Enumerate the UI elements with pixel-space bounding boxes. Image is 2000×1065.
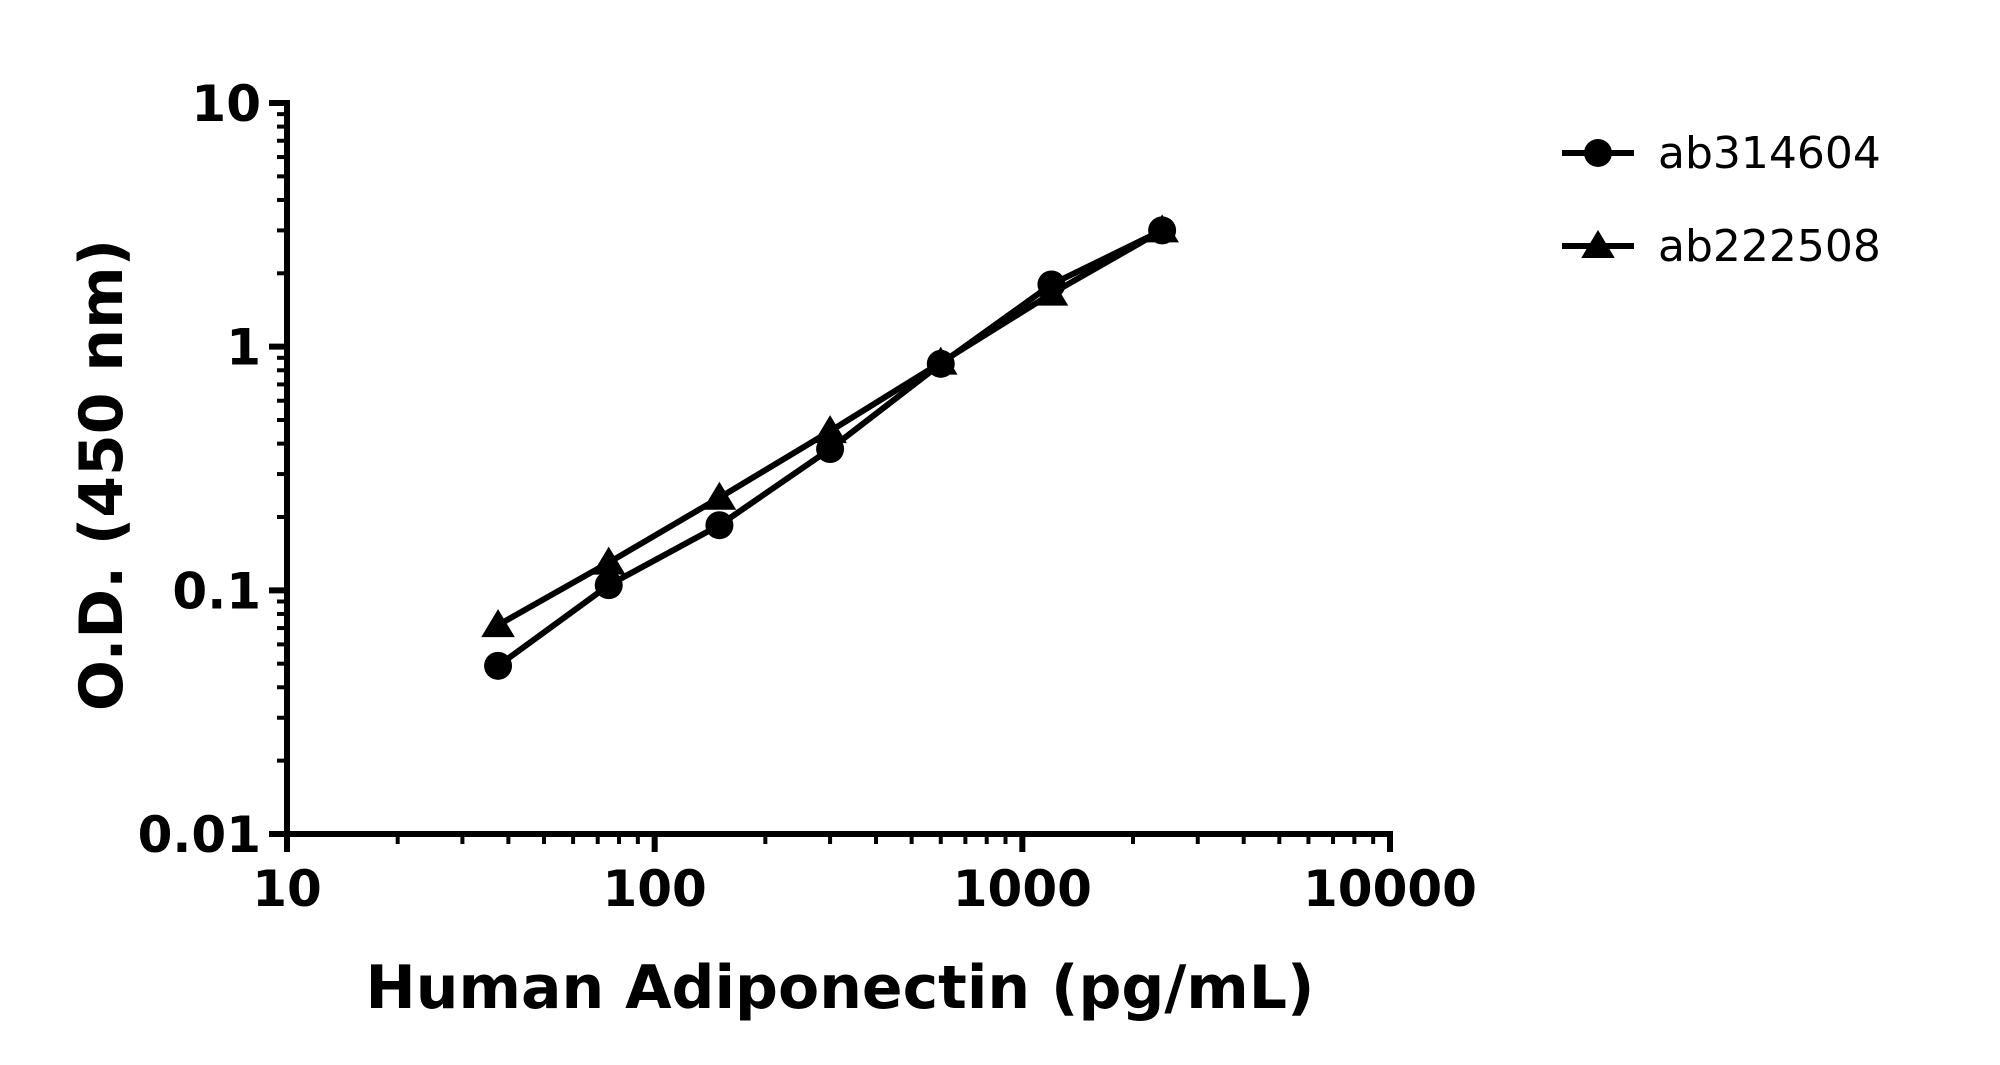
legend-label: ab222508	[1658, 221, 1881, 272]
legend-entry: ab222508	[1562, 221, 1881, 272]
data-point	[591, 546, 626, 575]
data-point	[481, 609, 515, 638]
x-tick-label: 10	[252, 860, 322, 918]
data-point	[705, 511, 734, 540]
y-tick-label: 0.01	[138, 806, 261, 864]
data-point	[594, 571, 623, 600]
legend-entry: ab314604	[1562, 128, 1881, 179]
data-point	[484, 651, 513, 680]
legend-marker	[1581, 230, 1615, 258]
y-tick-label: 1	[226, 319, 261, 377]
legend: ab314604 ab222508	[1562, 128, 1881, 272]
x-tick-label: 100	[602, 860, 706, 918]
y-tick-label: 10	[191, 75, 261, 133]
y-tick-label: 0.1	[172, 562, 261, 620]
x-tick-label: 10000	[1303, 860, 1477, 918]
y-axis-title: O.D. (450 nm)	[67, 239, 137, 711]
data-point	[702, 481, 737, 510]
series-2	[481, 214, 1179, 638]
x-tick-label: 1000	[953, 860, 1092, 918]
plot-area	[481, 214, 1179, 680]
series-1	[484, 216, 1177, 680]
data-point	[813, 415, 847, 444]
axes: 0.01 0.1 1 10 10 100 1000 10000	[138, 75, 1477, 918]
data-point	[923, 346, 958, 375]
data-point	[1145, 214, 1179, 243]
legend-label: ab314604	[1658, 128, 1881, 179]
x-axis-title: Human Adiponectin (pg/mL)	[366, 953, 1315, 1023]
legend-marker	[1584, 139, 1612, 167]
data-point	[1034, 277, 1069, 306]
